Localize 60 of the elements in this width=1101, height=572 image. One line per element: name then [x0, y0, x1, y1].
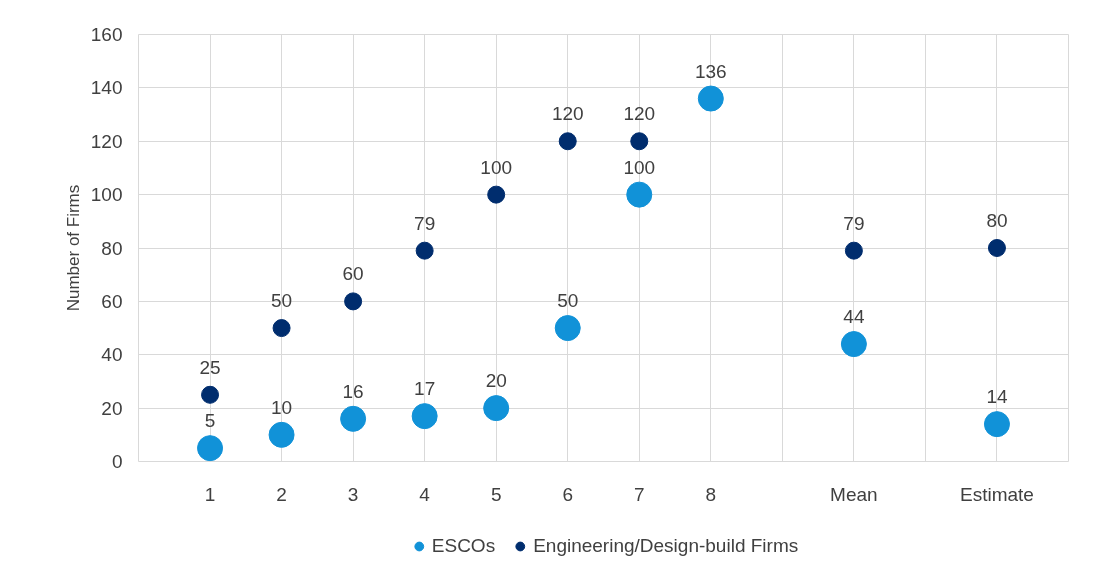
point	[697, 85, 724, 112]
data-label: 50	[271, 290, 293, 312]
data-label: 100	[623, 156, 656, 178]
y-tick-label: 100	[90, 184, 123, 206]
data-label: 120	[623, 103, 656, 125]
data-label: 120	[551, 103, 584, 125]
point	[344, 292, 363, 311]
data-label: 79	[414, 212, 436, 234]
y-tick-label: 40	[101, 344, 123, 366]
x-tick-label: 5	[490, 483, 502, 505]
data-label: 100	[480, 156, 513, 178]
x-tick-label: 4	[419, 483, 431, 505]
data-label: 25	[199, 356, 221, 378]
y-tick-label: 20	[101, 397, 123, 419]
x-tick-label: 8	[705, 483, 717, 505]
point	[840, 331, 867, 358]
x-tick-label: 2	[276, 483, 287, 505]
data-label: 50	[557, 290, 579, 312]
point	[340, 405, 367, 432]
point	[558, 132, 577, 151]
data-label: 16	[342, 380, 364, 402]
data-label: 136	[694, 60, 727, 82]
point	[487, 185, 506, 204]
y-tick-label: 160	[90, 24, 123, 45]
y-axis-title: Number of Firms	[63, 184, 83, 312]
legend-label: Engineering/Design-build Firms	[533, 535, 799, 557]
data-label: 20	[485, 370, 507, 392]
point	[411, 403, 438, 430]
point	[626, 181, 653, 208]
y-tick-label: 120	[90, 130, 123, 152]
y-tick-label: 80	[101, 237, 123, 259]
x-tick-label: 6	[562, 483, 574, 505]
y-tick-label: 140	[90, 77, 123, 99]
point	[268, 421, 295, 448]
x-tick-label: 1	[204, 483, 216, 505]
y-tick-label: 0	[111, 451, 123, 472]
data-label: 80	[986, 210, 1008, 231]
point	[197, 435, 224, 462]
point	[630, 132, 649, 151]
point	[554, 315, 581, 342]
point	[983, 411, 1010, 438]
data-label: 5	[204, 410, 216, 432]
x-tick-label: Estimate	[960, 483, 1034, 505]
x-tick-label: 7	[633, 483, 645, 505]
data-label: 17	[414, 378, 436, 400]
point	[415, 241, 434, 260]
point	[987, 239, 1006, 257]
point	[201, 385, 220, 404]
data-label: 60	[342, 263, 364, 285]
x-tick-label: 3	[347, 483, 359, 505]
y-tick-label: 60	[101, 290, 123, 312]
x-tick-label: Mean	[830, 483, 878, 505]
point	[844, 241, 863, 260]
data-label: 79	[843, 212, 865, 234]
data-label: 14	[986, 386, 1008, 408]
data-label: 44	[843, 306, 865, 328]
point	[272, 319, 291, 338]
data-label: 10	[271, 396, 293, 418]
point	[483, 395, 510, 422]
legend-label: ESCOs	[431, 535, 496, 557]
